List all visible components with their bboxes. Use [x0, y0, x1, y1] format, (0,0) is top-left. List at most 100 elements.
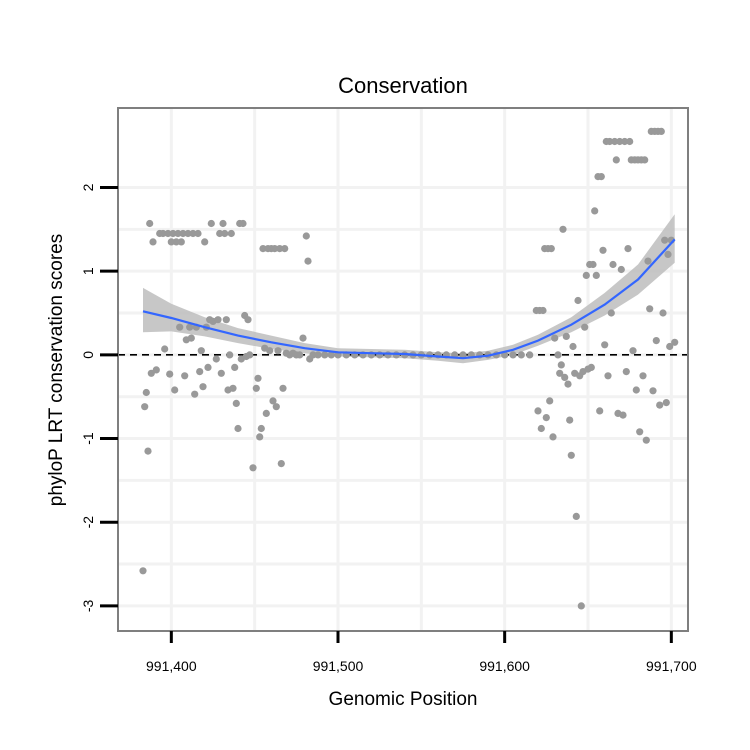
data-point [179, 229, 187, 238]
data-point [547, 245, 555, 253]
data-point [171, 386, 179, 394]
data-point [177, 238, 185, 246]
data-point [629, 347, 637, 355]
confidence-band-group [143, 214, 675, 364]
data-point [611, 137, 619, 146]
data-point [149, 238, 157, 246]
data-point [191, 390, 199, 398]
data-point [606, 137, 614, 146]
data-point [167, 238, 175, 246]
data-point [256, 433, 264, 441]
data-point [227, 229, 235, 238]
data-point [299, 334, 307, 342]
data-point [164, 229, 172, 238]
data-point [636, 428, 644, 436]
data-point [214, 316, 222, 324]
data-point [321, 351, 329, 359]
data-point [656, 401, 664, 409]
data-point [252, 384, 260, 392]
data-point [659, 309, 667, 317]
data-point [266, 347, 274, 355]
data-point [281, 245, 289, 253]
y-axis-ticks: -3 -2 -1 0 1 2 [80, 183, 118, 612]
grid-lines [118, 108, 688, 631]
data-point [207, 219, 215, 228]
x-tick-label: 991,600 [479, 658, 530, 674]
data-point [639, 372, 647, 380]
data-point [221, 229, 229, 238]
data-point [276, 245, 284, 253]
data-point [526, 351, 534, 359]
data-point [612, 156, 620, 164]
data-point [661, 236, 669, 244]
data-point [572, 512, 580, 521]
y-tick-label: -1 [80, 432, 96, 445]
data-point [622, 368, 630, 376]
x-axis-label: Genomic Position [329, 689, 478, 710]
data-point [589, 260, 597, 269]
data-point [212, 355, 220, 363]
data-point [189, 229, 197, 238]
y-tick-label: 1 [80, 267, 96, 275]
chart-title: Conservation [338, 73, 468, 98]
data-point [194, 229, 202, 238]
data-point [621, 137, 629, 146]
data-point [662, 399, 670, 407]
data-point [624, 245, 632, 253]
data-point [239, 219, 247, 228]
x-tick-label: 991,700 [646, 658, 697, 674]
data-point [509, 351, 517, 359]
data-point [599, 246, 607, 254]
data-point [609, 260, 617, 269]
data-point [574, 296, 582, 305]
data-point [566, 416, 574, 424]
data-point [607, 309, 615, 317]
data-point [652, 337, 660, 345]
data-point [229, 384, 237, 392]
x-axis-ticks: 991,400 991,500 991,600 991,700 [146, 631, 697, 674]
data-point [142, 388, 150, 397]
data-point [254, 374, 262, 382]
data-point [671, 338, 679, 346]
data-point [271, 245, 279, 253]
data-point [234, 424, 242, 433]
y-tick-label: -2 [80, 516, 96, 529]
data-point [184, 229, 192, 238]
data-point [152, 366, 160, 374]
data-point [534, 407, 542, 415]
data-point [517, 351, 525, 359]
data-point [314, 351, 322, 359]
data-point [616, 137, 624, 146]
data-point [657, 127, 665, 135]
data-point [296, 351, 304, 359]
data-point [542, 414, 550, 422]
data-point [539, 306, 547, 315]
data-point [564, 380, 572, 388]
data-point [459, 351, 467, 359]
data-point [144, 447, 152, 455]
data-point [596, 407, 604, 415]
data-point [219, 219, 227, 228]
data-point [216, 229, 224, 238]
data-point [257, 424, 265, 433]
data-point [246, 351, 254, 359]
data-point [642, 436, 650, 444]
data-point [569, 342, 577, 351]
data-point [549, 433, 557, 441]
data-point [259, 245, 267, 253]
data-point [304, 257, 312, 265]
data-point [197, 347, 205, 355]
data-point [272, 403, 280, 411]
data-point [176, 323, 184, 331]
data-point [597, 173, 605, 181]
data-point [217, 369, 225, 377]
data-point [302, 232, 310, 240]
data-point [231, 363, 239, 371]
data-point [567, 451, 575, 459]
y-axis-label: phyloP LRT conservation scores [46, 234, 67, 507]
data-point [562, 332, 570, 340]
data-point [262, 409, 270, 417]
data-point [646, 305, 654, 313]
data-point [196, 368, 204, 376]
